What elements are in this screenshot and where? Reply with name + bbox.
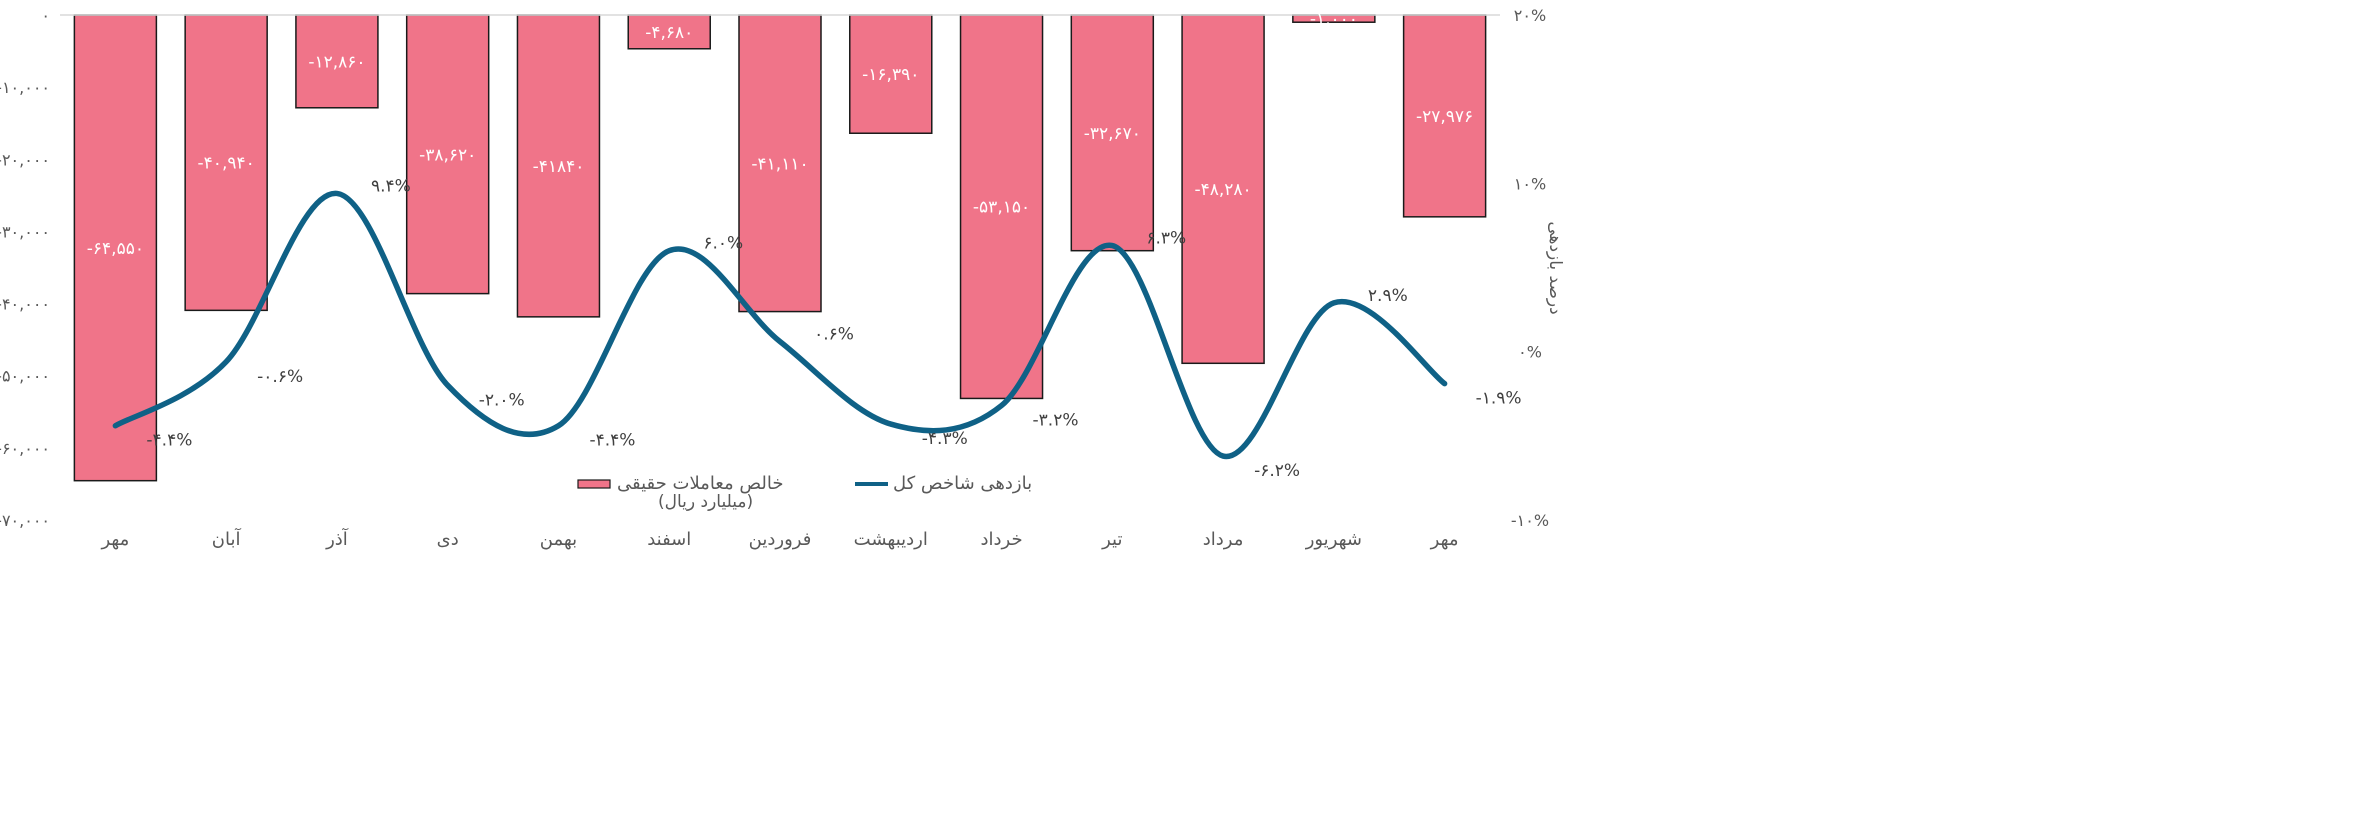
bar xyxy=(405,14,490,295)
line-data-label: ۶.۳% xyxy=(1146,229,1186,249)
bar-data-label: -۴۰,۹۴۰ xyxy=(198,154,255,174)
bars-group xyxy=(73,14,1487,482)
x-axis-category-label: آبان xyxy=(212,527,242,550)
series-line xyxy=(112,190,1448,459)
right-axis-tick-label: ۱۰% xyxy=(1514,174,1546,193)
line-data-label: ۶.۰% xyxy=(703,234,743,254)
right-axis-tick-label: -۱۰% xyxy=(1511,511,1549,530)
left-axis-tick-label: -۶۰,۰۰۰ xyxy=(0,439,50,458)
legend-bar-label: خالص معاملات حقیقی xyxy=(617,473,784,494)
left-axis-tick-label: -۲۰,۰۰۰ xyxy=(0,150,50,169)
bar-data-label: -۴۸,۲۸۰ xyxy=(1194,180,1251,200)
bar-data-label: -۴۱,۱۱۰ xyxy=(751,154,808,174)
bar-data-label: -۴,۶۸۰ xyxy=(645,23,693,43)
data-labels-group: -۶۴,۵۵۰ -۴۰,۹۴۰ -۱۲,۸۶۰ -۳۸,۶۲۰ -۴۱۸۴۰ -۴,۶۸۰… xyxy=(87,10,1522,481)
bar-data-label: -۳۲,۶۷۰ xyxy=(1084,124,1141,144)
bar xyxy=(1070,14,1155,252)
left-axis-tick-label: -۵۰,۰۰۰ xyxy=(0,367,50,386)
bar xyxy=(184,14,268,312)
legend: خالص معاملات حقیقی (میلیارد ریال) بازدهی… xyxy=(577,473,1032,512)
bar-data-label: -۱,۰۰۰ xyxy=(1310,10,1358,30)
line-data-label: -۳.۲% xyxy=(1033,411,1079,431)
bar xyxy=(959,14,1044,400)
legend-bar-unit-label: (میلیارد ریال) xyxy=(658,492,753,512)
bar xyxy=(627,14,711,50)
bar-data-label: -۱۶,۳۹۰ xyxy=(862,65,919,85)
bar-data-label: -۴۱۸۴۰ xyxy=(533,157,585,177)
left-axis-tick-label: -۳۰,۰۰۰ xyxy=(0,222,50,241)
right-axis-tick-label: ۰% xyxy=(1518,343,1542,362)
bar xyxy=(738,14,822,313)
left-axis-tick-label: -۷۰,۰۰۰ xyxy=(0,511,50,530)
left-axis-tick-label: -۴۰,۰۰۰ xyxy=(0,295,50,314)
bar-data-label: -۶۴,۵۵۰ xyxy=(87,239,144,259)
bar xyxy=(73,14,158,482)
legend-line-label: بازدهی شاخص کل xyxy=(893,473,1032,494)
bar xyxy=(516,14,601,318)
bar-data-label: -۵۳,۱۵۰ xyxy=(973,198,1030,218)
legend-bar-swatch xyxy=(577,479,611,489)
line-data-label: -۴.۳% xyxy=(922,429,968,449)
line-data-label: -۱.۹% xyxy=(1476,389,1522,409)
bar-data-label: -۲۷,۹۷۶ xyxy=(1416,107,1473,127)
bar-data-label: -۱۲,۸۶۰ xyxy=(308,52,365,72)
x-axis-category-label: تیر xyxy=(1101,529,1122,550)
line-data-label: ۰.۶% xyxy=(814,325,854,345)
x-axis-category-label: اردیبهشت xyxy=(854,529,928,550)
bar xyxy=(849,14,933,134)
line-data-label: -۴.۴% xyxy=(589,431,635,451)
line-data-label: -۴.۴% xyxy=(146,431,192,451)
right-axis-tick-label: ۲۰% xyxy=(1514,6,1546,25)
line-data-label: ۲.۹% xyxy=(1368,286,1408,306)
x-axis-category-label: مهر xyxy=(100,529,129,550)
line-data-label: -۶.۲% xyxy=(1254,461,1300,481)
x-axis-category-label: دی xyxy=(437,529,459,550)
right-axis-title: درصد بازدهی xyxy=(1545,221,1565,314)
bar xyxy=(1181,14,1265,365)
x-axis-category-label: بهمن xyxy=(540,529,577,550)
x-axis-category-label: شهریور xyxy=(1305,529,1362,550)
line-data-label: -۲.۰% xyxy=(479,390,525,410)
x-axis-category-label: خرداد xyxy=(980,529,1022,550)
left-axis-tick-label: ۰ xyxy=(41,6,50,25)
bar xyxy=(1402,14,1487,218)
x-axis-category-label: فروردین xyxy=(749,529,812,550)
x-axis-category-label: اسفند xyxy=(647,529,691,550)
line-data-label: ۹.۴% xyxy=(371,176,411,196)
x-axis-category-label: آذر xyxy=(325,527,349,550)
bar-data-label: -۳۸,۶۲۰ xyxy=(419,145,476,165)
x-axis-category-label: مهر xyxy=(1430,529,1459,550)
line-group xyxy=(112,190,1448,459)
x-axis-category-label: مرداد xyxy=(1203,529,1244,550)
line-data-label: -۰.۶% xyxy=(257,367,303,387)
left-axis-tick-label: -۱۰,۰۰۰ xyxy=(0,78,50,97)
axes-group: ۰ -۱۰,۰۰۰ -۲۰,۰۰۰ -۳۰,۰۰۰ -۴۰,۰۰۰ -۵۰,۰۰۰ -۶۰,… xyxy=(0,6,1549,550)
